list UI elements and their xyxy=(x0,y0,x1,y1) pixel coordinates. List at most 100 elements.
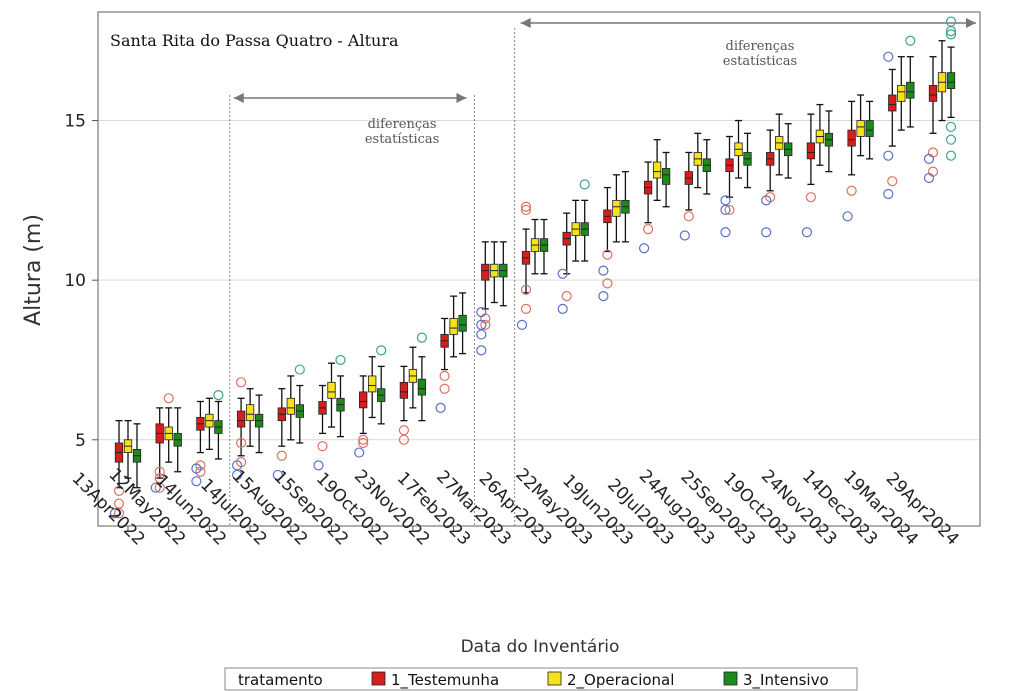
ytick-label: 15 xyxy=(64,112,86,132)
outlier-point-blue xyxy=(557,268,568,279)
outlier-point xyxy=(236,377,247,388)
box-3_Intensivo xyxy=(906,81,915,99)
legend-swatch xyxy=(371,671,386,686)
box-3_Intensivo xyxy=(417,378,427,396)
outlier-point-blue xyxy=(272,469,283,481)
box-2_Operacional xyxy=(286,397,295,415)
outlier-point xyxy=(335,354,346,366)
outlier-point xyxy=(439,370,450,382)
box-1_Testemunha xyxy=(806,142,816,160)
annotation-arrow-head-left xyxy=(233,93,244,103)
box-2_Operacional xyxy=(449,318,458,335)
outlier-point xyxy=(520,284,532,295)
outlier-point xyxy=(480,319,491,330)
outlier-point xyxy=(317,441,328,452)
outlier-point xyxy=(887,176,898,187)
outlier-point xyxy=(945,16,957,27)
legend-title: tratamento xyxy=(238,671,323,689)
outlier-point xyxy=(358,437,369,449)
outlier-point xyxy=(905,35,916,46)
outlier-point-blue xyxy=(109,508,121,519)
box-3_Intensivo xyxy=(865,120,874,137)
box-3_Intensivo xyxy=(458,314,467,332)
box-3_Intensivo xyxy=(946,72,956,90)
outlier-point-blue xyxy=(435,402,446,413)
box-1_Testemunha xyxy=(359,391,368,409)
box-2_Operacional xyxy=(612,199,621,217)
outlier-point-blue xyxy=(761,227,772,238)
box-2_Operacional xyxy=(245,404,255,422)
outlier-point xyxy=(520,201,532,212)
outlier-point-blue xyxy=(476,345,487,356)
annotation-text: estatísticas xyxy=(365,132,439,147)
annotation-arrow-head-right xyxy=(456,93,467,103)
outlier-point xyxy=(294,364,305,375)
outlier-point xyxy=(163,393,174,404)
outlier-point-blue xyxy=(516,319,528,330)
outlier-point-blue xyxy=(923,172,935,184)
outlier-point xyxy=(642,223,654,235)
outlier-point xyxy=(520,204,532,216)
outlier-point-blue xyxy=(923,153,935,164)
outlier-point-blue xyxy=(313,460,324,471)
outlier-point xyxy=(945,150,957,161)
ytick-label: 5 xyxy=(75,431,86,451)
outlier-point xyxy=(602,278,613,289)
outlier-point-blue xyxy=(354,447,365,458)
box-1_Testemunha xyxy=(481,263,490,281)
annotation-text: diferenças xyxy=(726,39,795,54)
outlier-point-blue xyxy=(598,265,609,276)
outlier-point-blue xyxy=(476,306,487,318)
annotation-text: diferenças xyxy=(368,117,437,132)
outlier-point-blue xyxy=(883,51,894,62)
outlier-point-blue xyxy=(557,303,568,315)
legend-swatch xyxy=(547,671,562,686)
outlier-point-blue xyxy=(679,230,690,241)
box-1_Testemunha xyxy=(888,94,897,112)
annotation-arrow-head-right xyxy=(966,18,976,28)
annotation-text: estatísticas xyxy=(723,54,797,69)
outlier-point xyxy=(113,485,125,496)
plot-area xyxy=(109,16,957,519)
box-1_Testemunha xyxy=(928,85,938,102)
outlier-point-blue xyxy=(191,463,202,474)
outlier-point xyxy=(579,179,590,190)
outlier-point-blue xyxy=(761,195,772,206)
x-axis-title: Data do Inventário xyxy=(461,637,620,657)
outlier-point xyxy=(724,204,735,216)
annotations: diferençasestatísticasdiferençasestatíst… xyxy=(229,18,976,526)
outlier-point-blue xyxy=(191,476,202,487)
outlier-point xyxy=(398,425,409,436)
outlier-point xyxy=(376,345,387,356)
outlier-point-blue xyxy=(720,227,731,238)
box-2_Operacional xyxy=(652,161,662,179)
annotation-arrow-head-left xyxy=(520,18,531,28)
legend-entry: 2_Operacional xyxy=(567,671,674,690)
outlier-point xyxy=(358,434,369,445)
outlier-point xyxy=(683,211,694,222)
box-2_Operacional xyxy=(327,381,336,399)
outlier-point-blue xyxy=(476,319,487,330)
box-1_Testemunha xyxy=(847,129,856,147)
outlier-point xyxy=(945,121,957,133)
legend-entry: 1_Testemunha xyxy=(391,671,499,690)
plot-frame xyxy=(97,11,981,527)
outlier-point xyxy=(236,437,247,449)
outlier-point xyxy=(520,303,532,315)
outlier-point xyxy=(113,508,125,519)
box-2_Operacional xyxy=(368,375,377,393)
legend-entry: 3_Intensivo xyxy=(743,671,829,690)
outlier-point-blue xyxy=(883,150,894,161)
outlier-point xyxy=(561,291,572,302)
outlier-point xyxy=(805,192,817,203)
outlier-point xyxy=(846,185,857,196)
box-2_Operacional xyxy=(897,85,906,102)
box-1_Testemunha xyxy=(236,410,246,428)
outlier-point-blue xyxy=(150,482,161,493)
outlier-point-blue xyxy=(883,188,894,200)
outlier-point-blue xyxy=(598,291,609,302)
outlier-point xyxy=(276,450,287,461)
y-axis: 5 10 15 xyxy=(64,112,98,451)
